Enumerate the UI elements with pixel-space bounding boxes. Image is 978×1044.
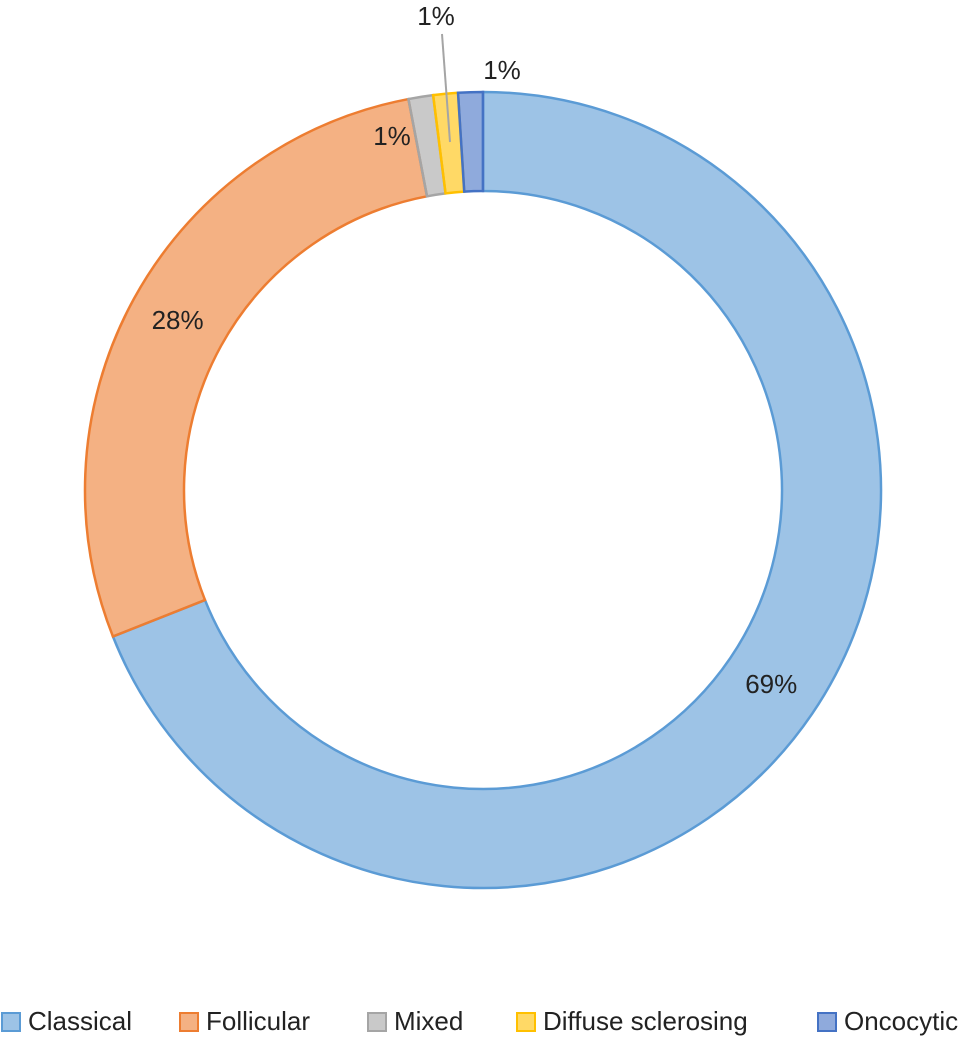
data-label: 1% [417, 1, 455, 31]
legend-label: Oncocytic [844, 1006, 958, 1036]
legend-swatch [367, 1012, 387, 1032]
legend-label: Follicular [206, 1006, 310, 1036]
donut-slice [83, 97, 429, 639]
legend-swatch [179, 1012, 199, 1032]
legend-swatch [817, 1012, 837, 1032]
leader-line [441, 33, 451, 143]
legend-swatch [1, 1012, 21, 1032]
legend-label: Classical [28, 1006, 132, 1036]
legend-label: Mixed [394, 1006, 463, 1036]
data-label: 28% [152, 305, 204, 335]
data-label: 1% [483, 55, 521, 85]
legend-swatch [516, 1012, 536, 1032]
data-label: 1% [373, 121, 411, 151]
data-label: 69% [745, 669, 797, 699]
legend-label: Diffuse sclerosing [543, 1006, 748, 1036]
donut-slice [111, 90, 883, 890]
donut-slice [456, 90, 485, 193]
